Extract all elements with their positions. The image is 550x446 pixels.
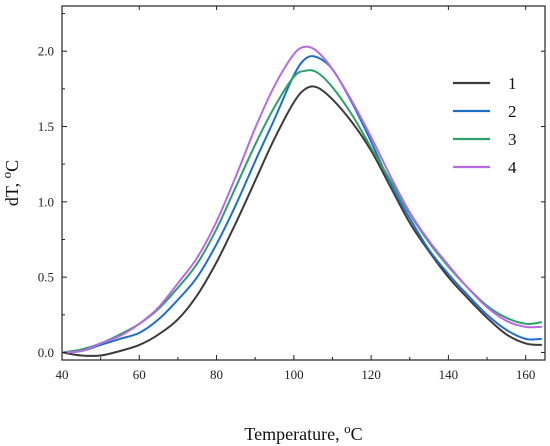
legend-label-3: 3 <box>508 130 517 149</box>
x-axis-title-degree: o <box>344 421 351 436</box>
x-tick-label: 100 <box>284 367 304 382</box>
x-tick-label: 140 <box>439 367 459 382</box>
legend-label-1: 1 <box>508 74 517 93</box>
x-tick-label: 80 <box>210 367 223 382</box>
y-axis-title-degree: o <box>0 172 14 179</box>
legend-label-4: 4 <box>508 158 517 177</box>
x-tick-label: 60 <box>133 367 146 382</box>
y-tick-label: 0.0 <box>38 345 54 360</box>
x-tick-label: 40 <box>56 367 69 382</box>
y-axis-title: dT, oC <box>0 160 22 206</box>
y-axis-title-main: dT, <box>2 178 22 206</box>
x-tick-label: 160 <box>516 367 536 382</box>
y-axis-title-unit: C <box>2 160 22 172</box>
legend-label-2: 2 <box>508 102 517 121</box>
series-line-4 <box>61 45 543 354</box>
plot-area-frame <box>61 5 546 361</box>
series-line-3 <box>61 69 543 354</box>
series-line-2 <box>61 55 543 354</box>
y-tick-label: 0.5 <box>38 270 54 285</box>
x-axis-title-unit: C <box>351 424 363 444</box>
x-tick-label: 120 <box>361 367 381 382</box>
series-line-1 <box>61 85 543 357</box>
y-tick-label: 2.0 <box>38 44 54 59</box>
x-axis-title: Temperature, oC <box>244 421 362 445</box>
y-tick-label: 1.0 <box>38 194 54 209</box>
y-tick-label: 1.5 <box>38 119 54 134</box>
x-axis-title-main: Temperature, <box>244 424 344 444</box>
